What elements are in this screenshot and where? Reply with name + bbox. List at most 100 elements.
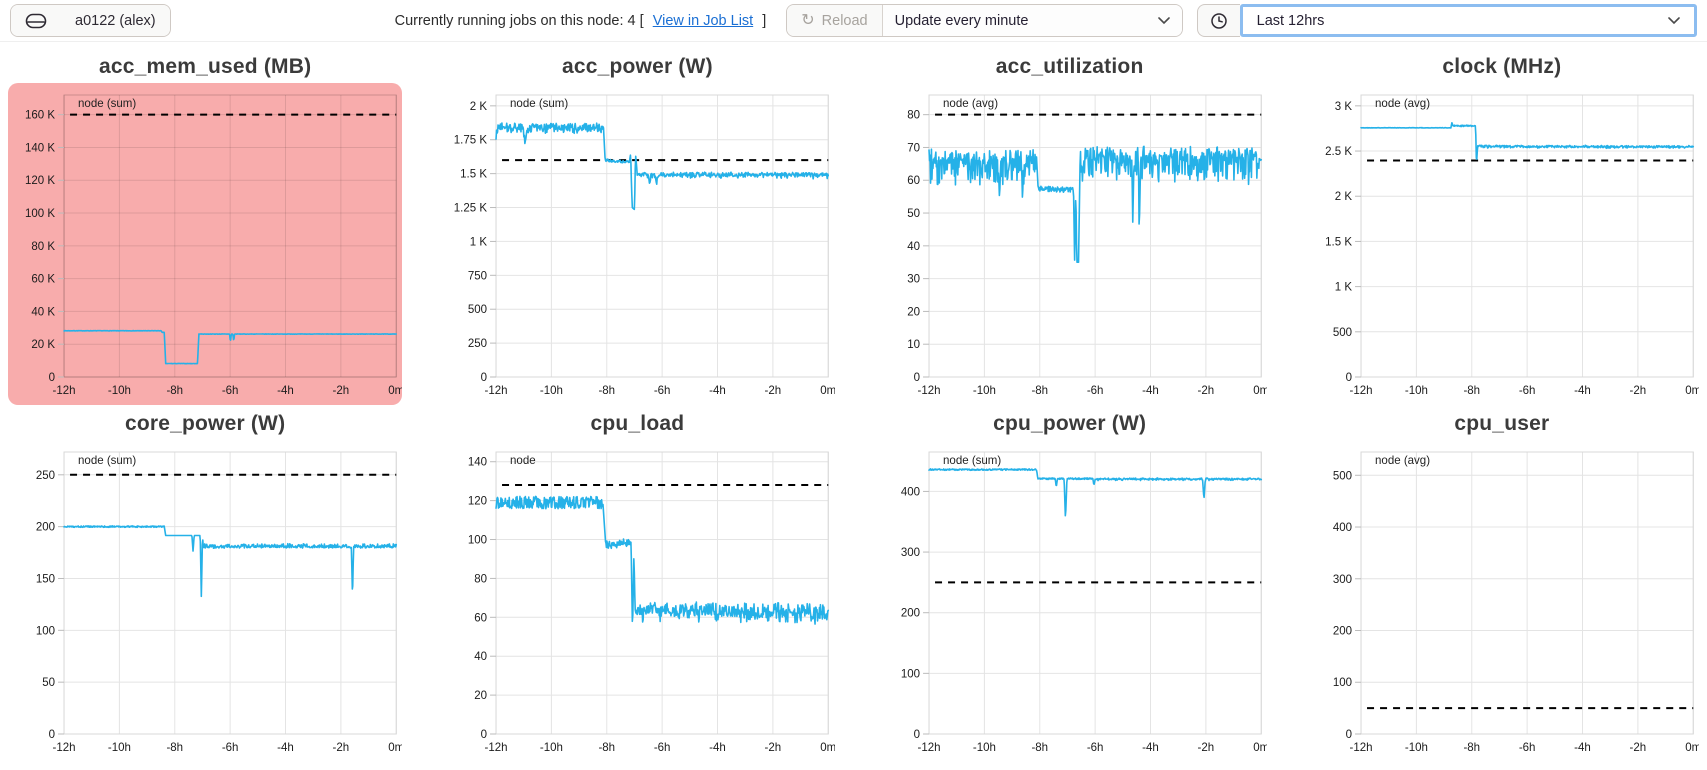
svg-text:-4h: -4h <box>277 742 294 754</box>
svg-text:0m: 0m <box>1253 385 1267 397</box>
svg-text:100: 100 <box>1333 677 1352 689</box>
svg-text:1.5 K: 1.5 K <box>1325 236 1352 248</box>
reload-group: ↻ Reload Update every minute <box>786 4 1183 37</box>
chart-title: acc_power (W) <box>561 55 713 78</box>
svg-text:1.25 K: 1.25 K <box>454 203 488 215</box>
svg-text:30: 30 <box>907 274 920 286</box>
svg-text:80: 80 <box>474 573 487 585</box>
chart-card-core_power[interactable]: core_power (W) 0 50 100 150 200 250 -12h -10h -8h… <box>8 407 402 762</box>
drive-icon <box>25 13 47 28</box>
svg-text:160 K: 160 K <box>25 110 55 122</box>
reload-label: Reload <box>821 12 868 29</box>
chart-card-cpu_power[interactable]: cpu_power (W) 0 100 200 300 400 -12h -10h -8h -6h… <box>873 407 1267 762</box>
chart-title: acc_utilization <box>995 55 1144 78</box>
svg-text:0: 0 <box>481 372 487 384</box>
svg-text:750: 750 <box>468 270 487 282</box>
time-range-icon-button[interactable] <box>1196 4 1240 37</box>
svg-text:-6h: -6h <box>654 742 671 754</box>
svg-text:-6h: -6h <box>1086 385 1103 397</box>
chart-canvas-clock: 0 500 1 K 1.5 K 2 K 2.5 K 3 K -12h -10h -8h -6h -4h… <box>1325 94 1699 397</box>
svg-text:-10h: -10h <box>540 385 563 397</box>
chart-canvas-cpu_load: 0 20 40 60 80 100 120 140 -12h -10h -8h -6h -4h -2h 0m… <box>468 451 835 754</box>
svg-text:400: 400 <box>900 486 919 498</box>
chart-card-cpu_load[interactable]: cpu_load 0 20 40 60 80 100 120 140 -12h -10h -8h -6h… <box>440 407 834 762</box>
update-interval-select[interactable]: Update every minute <box>881 5 1182 36</box>
time-range-select[interactable]: Last 12hrs <box>1239 4 1697 37</box>
running-jobs-text: Currently running jobs on this node: 4 [… <box>395 13 767 29</box>
chart-plot: 0 250 500 750 1 K 1.25 K 1.5 K 1.75 K 2 K -12h -10… <box>440 83 835 405</box>
svg-text:-6h: -6h <box>1519 742 1536 754</box>
svg-text:500: 500 <box>1333 470 1352 482</box>
svg-text:80 K: 80 K <box>31 241 55 253</box>
svg-text:20: 20 <box>907 306 920 318</box>
update-interval-value: Update every minute <box>894 12 1029 29</box>
svg-text:40 K: 40 K <box>31 306 55 318</box>
node-type-button[interactable] <box>11 5 61 36</box>
svg-text:-10h: -10h <box>108 385 131 397</box>
svg-text:300: 300 <box>900 547 919 559</box>
chart-title: acc_mem_used (MB) <box>98 55 312 78</box>
svg-text:1 K: 1 K <box>470 236 488 248</box>
node-selector-group: a0122 (alex) <box>10 4 171 37</box>
chart-canvas-acc_power: 0 250 500 750 1 K 1.25 K 1.5 K 1.75 K 2 K -12h -10… <box>454 94 835 397</box>
svg-text:0: 0 <box>913 372 919 384</box>
svg-text:-2h: -2h <box>765 385 782 397</box>
svg-text:20 K: 20 K <box>31 339 55 351</box>
charts-grid: acc_mem_used (MB) 0 20 K 40 K 60 K 80 K 100 K 1… <box>0 42 1707 762</box>
svg-text:-6h: -6h <box>222 742 239 754</box>
svg-text:0: 0 <box>49 729 55 741</box>
svg-text:-10h: -10h <box>540 742 563 754</box>
svg-text:0: 0 <box>1345 729 1351 741</box>
svg-text:60 K: 60 K <box>31 274 55 286</box>
svg-text:300: 300 <box>1333 574 1352 586</box>
chart-title: cpu_power (W) <box>993 412 1147 435</box>
svg-text:0m: 0m <box>1253 742 1267 754</box>
svg-text:-10h: -10h <box>972 385 995 397</box>
chart-legend: node <box>510 455 536 467</box>
svg-text:400: 400 <box>1333 522 1352 534</box>
svg-text:-8h: -8h <box>1463 385 1480 397</box>
chart-card-acc_power[interactable]: acc_power (W) 0 250 500 750 1 K 1.25 K 1.5 K 1.7… <box>440 50 834 405</box>
topbar: a0122 (alex) Currently running jobs on t… <box>0 0 1707 42</box>
svg-text:-8h: -8h <box>1031 385 1048 397</box>
svg-text:0: 0 <box>481 729 487 741</box>
chart-card-clock[interactable]: clock (MHz) 0 500 1 K 1.5 K 2 K 2.5 K 3 K -12h -1… <box>1305 50 1699 405</box>
svg-text:-6h: -6h <box>1519 385 1536 397</box>
svg-text:-4h: -4h <box>1142 742 1159 754</box>
reload-button[interactable]: ↻ Reload <box>787 5 882 36</box>
svg-text:0m: 0m <box>821 742 835 754</box>
svg-text:100: 100 <box>468 535 487 547</box>
svg-text:0: 0 <box>913 729 919 741</box>
svg-text:-2h: -2h <box>765 742 782 754</box>
view-in-job-list-link[interactable]: View in Job List <box>652 12 754 29</box>
svg-text:140: 140 <box>468 457 487 469</box>
node-name-button[interactable]: a0122 (alex) <box>61 5 170 36</box>
svg-text:-4h: -4h <box>1574 742 1591 754</box>
svg-text:-10h: -10h <box>1405 385 1428 397</box>
svg-text:0m: 0m <box>821 385 835 397</box>
chart-plot: 0 20 40 60 80 100 120 140 -12h -10h -8h -6h -4h -2h 0m… <box>440 440 835 762</box>
svg-text:-10h: -10h <box>1405 742 1428 754</box>
svg-text:-6h: -6h <box>654 385 671 397</box>
chart-title: core_power (W) <box>124 412 286 435</box>
svg-text:120 K: 120 K <box>25 175 55 187</box>
svg-text:0m: 0m <box>1685 742 1699 754</box>
svg-text:0m: 0m <box>388 385 402 397</box>
chart-canvas-acc_utilization: 0 10 20 30 40 50 60 70 80 -12h -10h -8h -6h -4h -2h 0m n… <box>907 94 1267 397</box>
svg-text:60: 60 <box>474 612 487 624</box>
jobs-text-suffix: ] <box>762 12 767 29</box>
chart-plot: 0 100 200 300 400 -12h -10h -8h -6h -4h -2h 0m node … <box>873 440 1267 762</box>
chart-card-acc_mem_used[interactable]: acc_mem_used (MB) 0 20 K 40 K 60 K 80 K 100 K 1… <box>8 50 403 405</box>
svg-text:500: 500 <box>468 304 487 316</box>
chart-legend: node (avg) <box>1375 98 1430 110</box>
svg-text:0m: 0m <box>388 742 402 754</box>
chart-card-acc_utilization[interactable]: acc_utilization 0 10 20 30 40 50 60 70 80 -12h -10h… <box>873 50 1267 405</box>
chart-card-cpu_user[interactable]: cpu_user 0 100 200 300 400 500 -12h -10h -8h -6h -4… <box>1305 407 1699 762</box>
svg-text:2.5 K: 2.5 K <box>1325 146 1352 158</box>
svg-text:-12h: -12h <box>1349 385 1372 397</box>
svg-text:-4h: -4h <box>1142 385 1159 397</box>
svg-text:-2h: -2h <box>1629 742 1646 754</box>
svg-text:2 K: 2 K <box>1335 191 1353 203</box>
refresh-icon: ↻ <box>801 11 815 29</box>
time-range-value: Last 12hrs <box>1256 12 1325 29</box>
